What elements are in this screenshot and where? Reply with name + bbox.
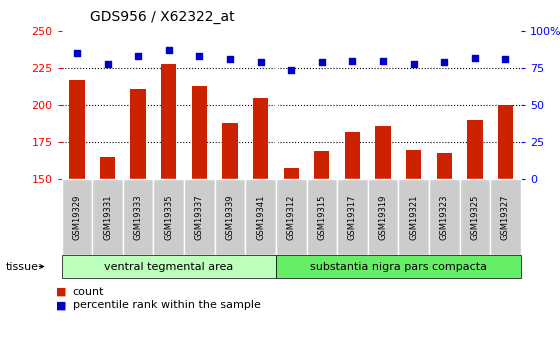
Point <box>409 61 418 67</box>
Text: ventral tegmental area: ventral tegmental area <box>104 262 234 272</box>
Point <box>501 57 510 62</box>
Text: GDS956 / X62322_at: GDS956 / X62322_at <box>90 10 234 24</box>
Point <box>195 53 204 59</box>
Point <box>470 55 479 60</box>
Text: GSM19325: GSM19325 <box>470 195 479 240</box>
Bar <box>253 98 268 179</box>
Text: GSM19323: GSM19323 <box>440 195 449 240</box>
Text: GSM19337: GSM19337 <box>195 195 204 240</box>
Text: tissue: tissue <box>6 262 39 272</box>
Bar <box>375 126 391 179</box>
Text: ■: ■ <box>56 300 67 310</box>
Text: GSM19317: GSM19317 <box>348 195 357 240</box>
Text: GSM19333: GSM19333 <box>134 195 143 240</box>
Point <box>379 58 388 63</box>
Bar <box>283 168 299 179</box>
Text: count: count <box>73 287 104 296</box>
Point <box>164 48 173 53</box>
Bar <box>406 150 421 179</box>
Bar <box>314 151 329 179</box>
Bar <box>222 123 237 179</box>
Text: GSM19341: GSM19341 <box>256 195 265 240</box>
Point <box>256 59 265 65</box>
Point <box>348 58 357 63</box>
Point <box>287 67 296 72</box>
Bar <box>192 86 207 179</box>
Bar <box>437 153 452 179</box>
Text: GSM19319: GSM19319 <box>379 195 388 240</box>
Point <box>440 59 449 65</box>
Text: GSM19331: GSM19331 <box>103 195 112 240</box>
Point <box>226 57 235 62</box>
Point <box>318 59 326 65</box>
Bar <box>161 64 176 179</box>
Text: GSM19327: GSM19327 <box>501 195 510 240</box>
Text: GSM19339: GSM19339 <box>226 195 235 240</box>
Bar <box>498 105 513 179</box>
Point <box>134 53 143 59</box>
Bar <box>100 157 115 179</box>
Text: GSM19315: GSM19315 <box>318 195 326 240</box>
Text: GSM19335: GSM19335 <box>164 195 173 240</box>
Text: percentile rank within the sample: percentile rank within the sample <box>73 300 260 310</box>
Text: ■: ■ <box>56 287 67 296</box>
Text: substantia nigra pars compacta: substantia nigra pars compacta <box>310 262 487 272</box>
Bar <box>467 120 483 179</box>
Bar <box>345 132 360 179</box>
Point <box>72 50 81 56</box>
Text: GSM19312: GSM19312 <box>287 195 296 240</box>
Point <box>103 61 112 67</box>
Text: GSM19321: GSM19321 <box>409 195 418 240</box>
Bar <box>130 89 146 179</box>
Text: GSM19329: GSM19329 <box>72 195 81 240</box>
Bar <box>69 80 85 179</box>
